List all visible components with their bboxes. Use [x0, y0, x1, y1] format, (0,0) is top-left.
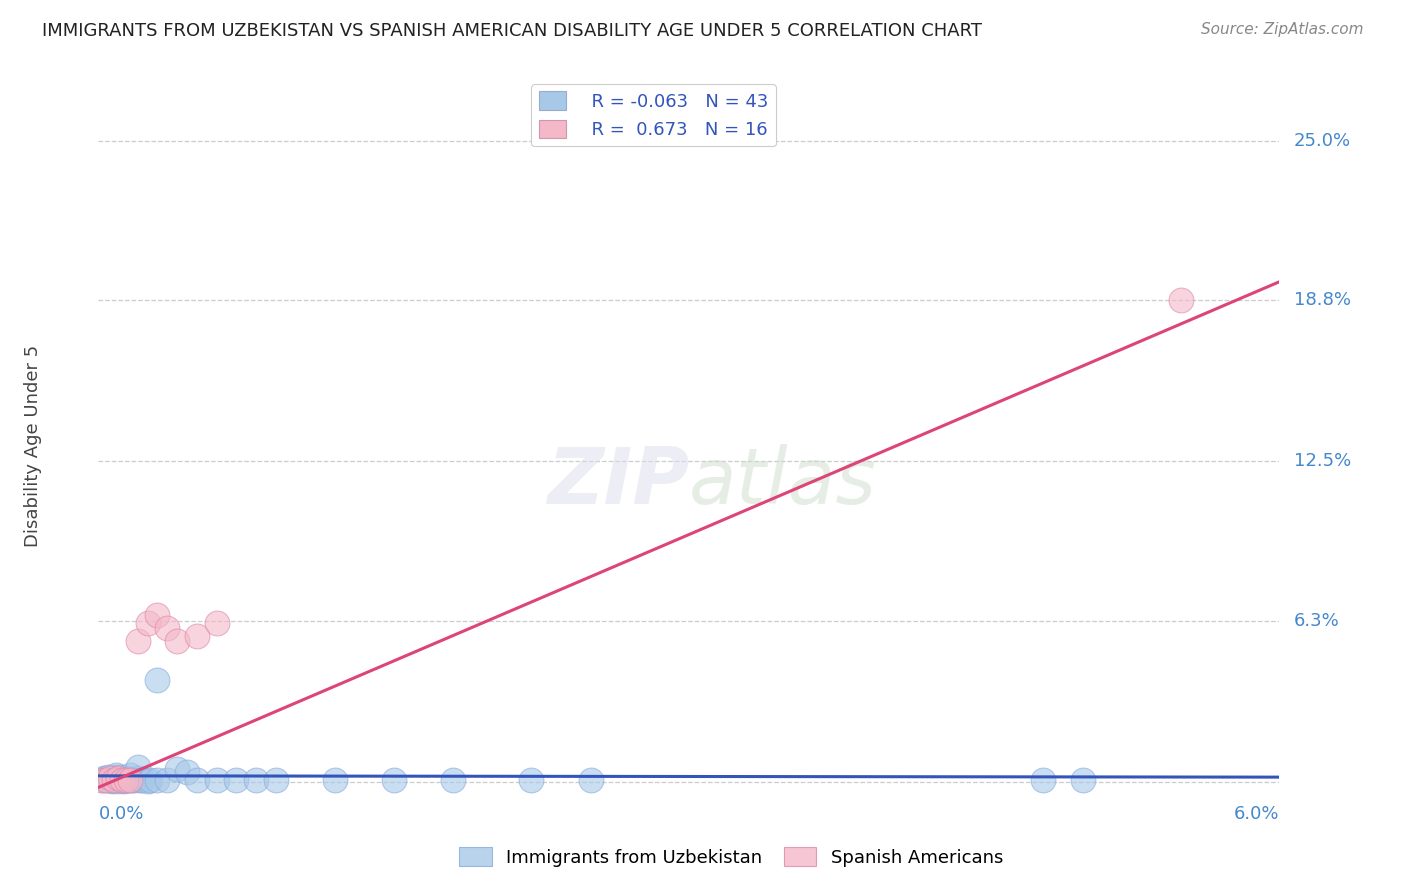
Point	[96, 772, 118, 787]
Point	[136, 774, 159, 789]
Point	[91, 772, 114, 787]
Text: Source: ZipAtlas.com: Source: ZipAtlas.com	[1201, 22, 1364, 37]
Point	[225, 772, 247, 787]
Point	[579, 772, 602, 787]
Text: 6.3%: 6.3%	[1294, 612, 1340, 630]
Point	[96, 772, 118, 787]
Point	[131, 772, 153, 787]
Point	[118, 767, 141, 781]
Legend: Immigrants from Uzbekistan, Spanish Americans: Immigrants from Uzbekistan, Spanish Amer…	[451, 840, 1011, 874]
Point	[107, 774, 129, 789]
Point	[122, 772, 145, 787]
Point	[382, 772, 405, 787]
Point	[111, 772, 134, 787]
Point	[156, 621, 179, 635]
Point	[103, 772, 125, 787]
Point	[205, 772, 228, 787]
Point	[115, 772, 138, 786]
Point	[146, 608, 169, 623]
Point	[176, 764, 198, 779]
Point	[166, 763, 188, 777]
Text: Disability Age Under 5: Disability Age Under 5	[24, 345, 42, 547]
Text: 0.0%: 0.0%	[98, 805, 143, 822]
Point	[107, 772, 129, 787]
Point	[105, 767, 128, 781]
Point	[107, 772, 129, 786]
Point	[117, 772, 139, 787]
Point	[127, 772, 149, 786]
Point	[103, 770, 125, 784]
Point	[166, 634, 188, 648]
Point	[98, 772, 121, 786]
Point	[264, 772, 287, 787]
Point	[118, 772, 141, 787]
Point	[111, 772, 134, 787]
Point	[127, 760, 149, 774]
Point	[136, 616, 159, 631]
Point	[1071, 772, 1094, 787]
Point	[441, 772, 464, 787]
Point	[1170, 293, 1192, 307]
Text: 6.0%: 6.0%	[1234, 805, 1279, 822]
Point	[520, 772, 543, 787]
Point	[98, 772, 121, 787]
Point	[112, 774, 135, 789]
Point	[108, 770, 131, 784]
Text: 18.8%: 18.8%	[1294, 291, 1351, 309]
Point	[93, 772, 115, 786]
Point	[205, 616, 228, 631]
Point	[121, 772, 143, 787]
Text: IMMIGRANTS FROM UZBEKISTAN VS SPANISH AMERICAN DISABILITY AGE UNDER 5 CORRELATIO: IMMIGRANTS FROM UZBEKISTAN VS SPANISH AM…	[42, 22, 983, 40]
Point	[245, 772, 267, 787]
Point	[156, 772, 179, 787]
Point	[146, 673, 169, 687]
Legend:   R = -0.063   N = 43,   R =  0.673   N = 16: R = -0.063 N = 43, R = 0.673 N = 16	[531, 84, 776, 146]
Text: ZIP: ZIP	[547, 443, 689, 520]
Point	[112, 772, 135, 787]
Point	[186, 629, 208, 643]
Point	[186, 772, 208, 787]
Text: 25.0%: 25.0%	[1294, 131, 1351, 150]
Point	[1032, 772, 1054, 787]
Point	[127, 634, 149, 648]
Point	[146, 772, 169, 787]
Text: 12.5%: 12.5%	[1294, 452, 1351, 470]
Point	[128, 772, 150, 787]
Point	[115, 772, 138, 787]
Point	[103, 772, 125, 787]
Point	[97, 770, 120, 784]
Point	[323, 772, 346, 787]
Point	[91, 772, 114, 787]
Point	[138, 772, 160, 787]
Text: atlas: atlas	[689, 443, 877, 520]
Point	[101, 774, 124, 789]
